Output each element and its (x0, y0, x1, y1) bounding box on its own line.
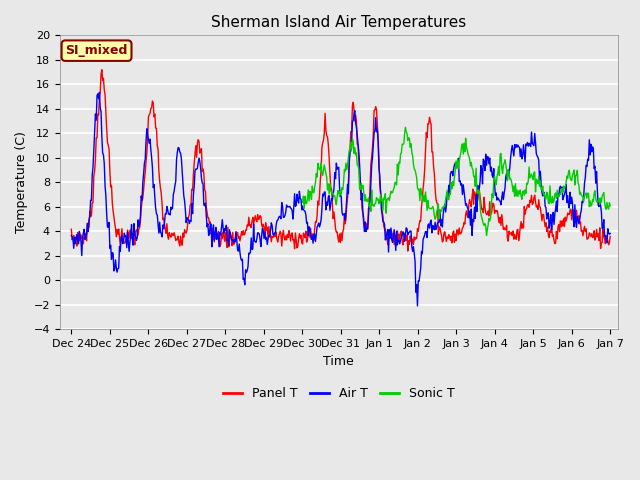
Air T (212, 225, 220, 230)
X-axis label: Time: Time (323, 355, 354, 368)
Text: SI_mixed: SI_mixed (65, 44, 128, 57)
Air T (83, 231, 90, 237)
Air T (156, 219, 163, 225)
Y-axis label: Temperature (C): Temperature (C) (15, 132, 28, 233)
Title: Sherman Island Air Temperatures: Sherman Island Air Temperatures (211, 15, 467, 30)
Panel T (67, 226, 75, 232)
Line: Panel T: Panel T (71, 70, 610, 251)
Panel T (523, 206, 531, 212)
Air T (413, 303, 421, 309)
Air T (606, 231, 614, 237)
Panel T (98, 67, 106, 72)
Panel T (156, 178, 163, 184)
Panel T (606, 234, 614, 240)
Panel T (404, 248, 412, 254)
Sonic T (606, 203, 614, 209)
Line: Sonic T: Sonic T (303, 127, 610, 235)
Air T (557, 187, 565, 192)
Panel T (212, 236, 220, 242)
Panel T (244, 223, 252, 229)
Legend: Panel T, Air T, Sonic T: Panel T, Air T, Sonic T (218, 383, 460, 406)
Air T (95, 89, 103, 95)
Sonic T (521, 187, 529, 193)
Panel T (83, 238, 90, 243)
Air T (244, 264, 252, 269)
Air T (67, 233, 75, 239)
Panel T (557, 224, 565, 229)
Sonic T (556, 191, 563, 197)
Air T (523, 143, 531, 148)
Line: Air T: Air T (71, 92, 610, 306)
